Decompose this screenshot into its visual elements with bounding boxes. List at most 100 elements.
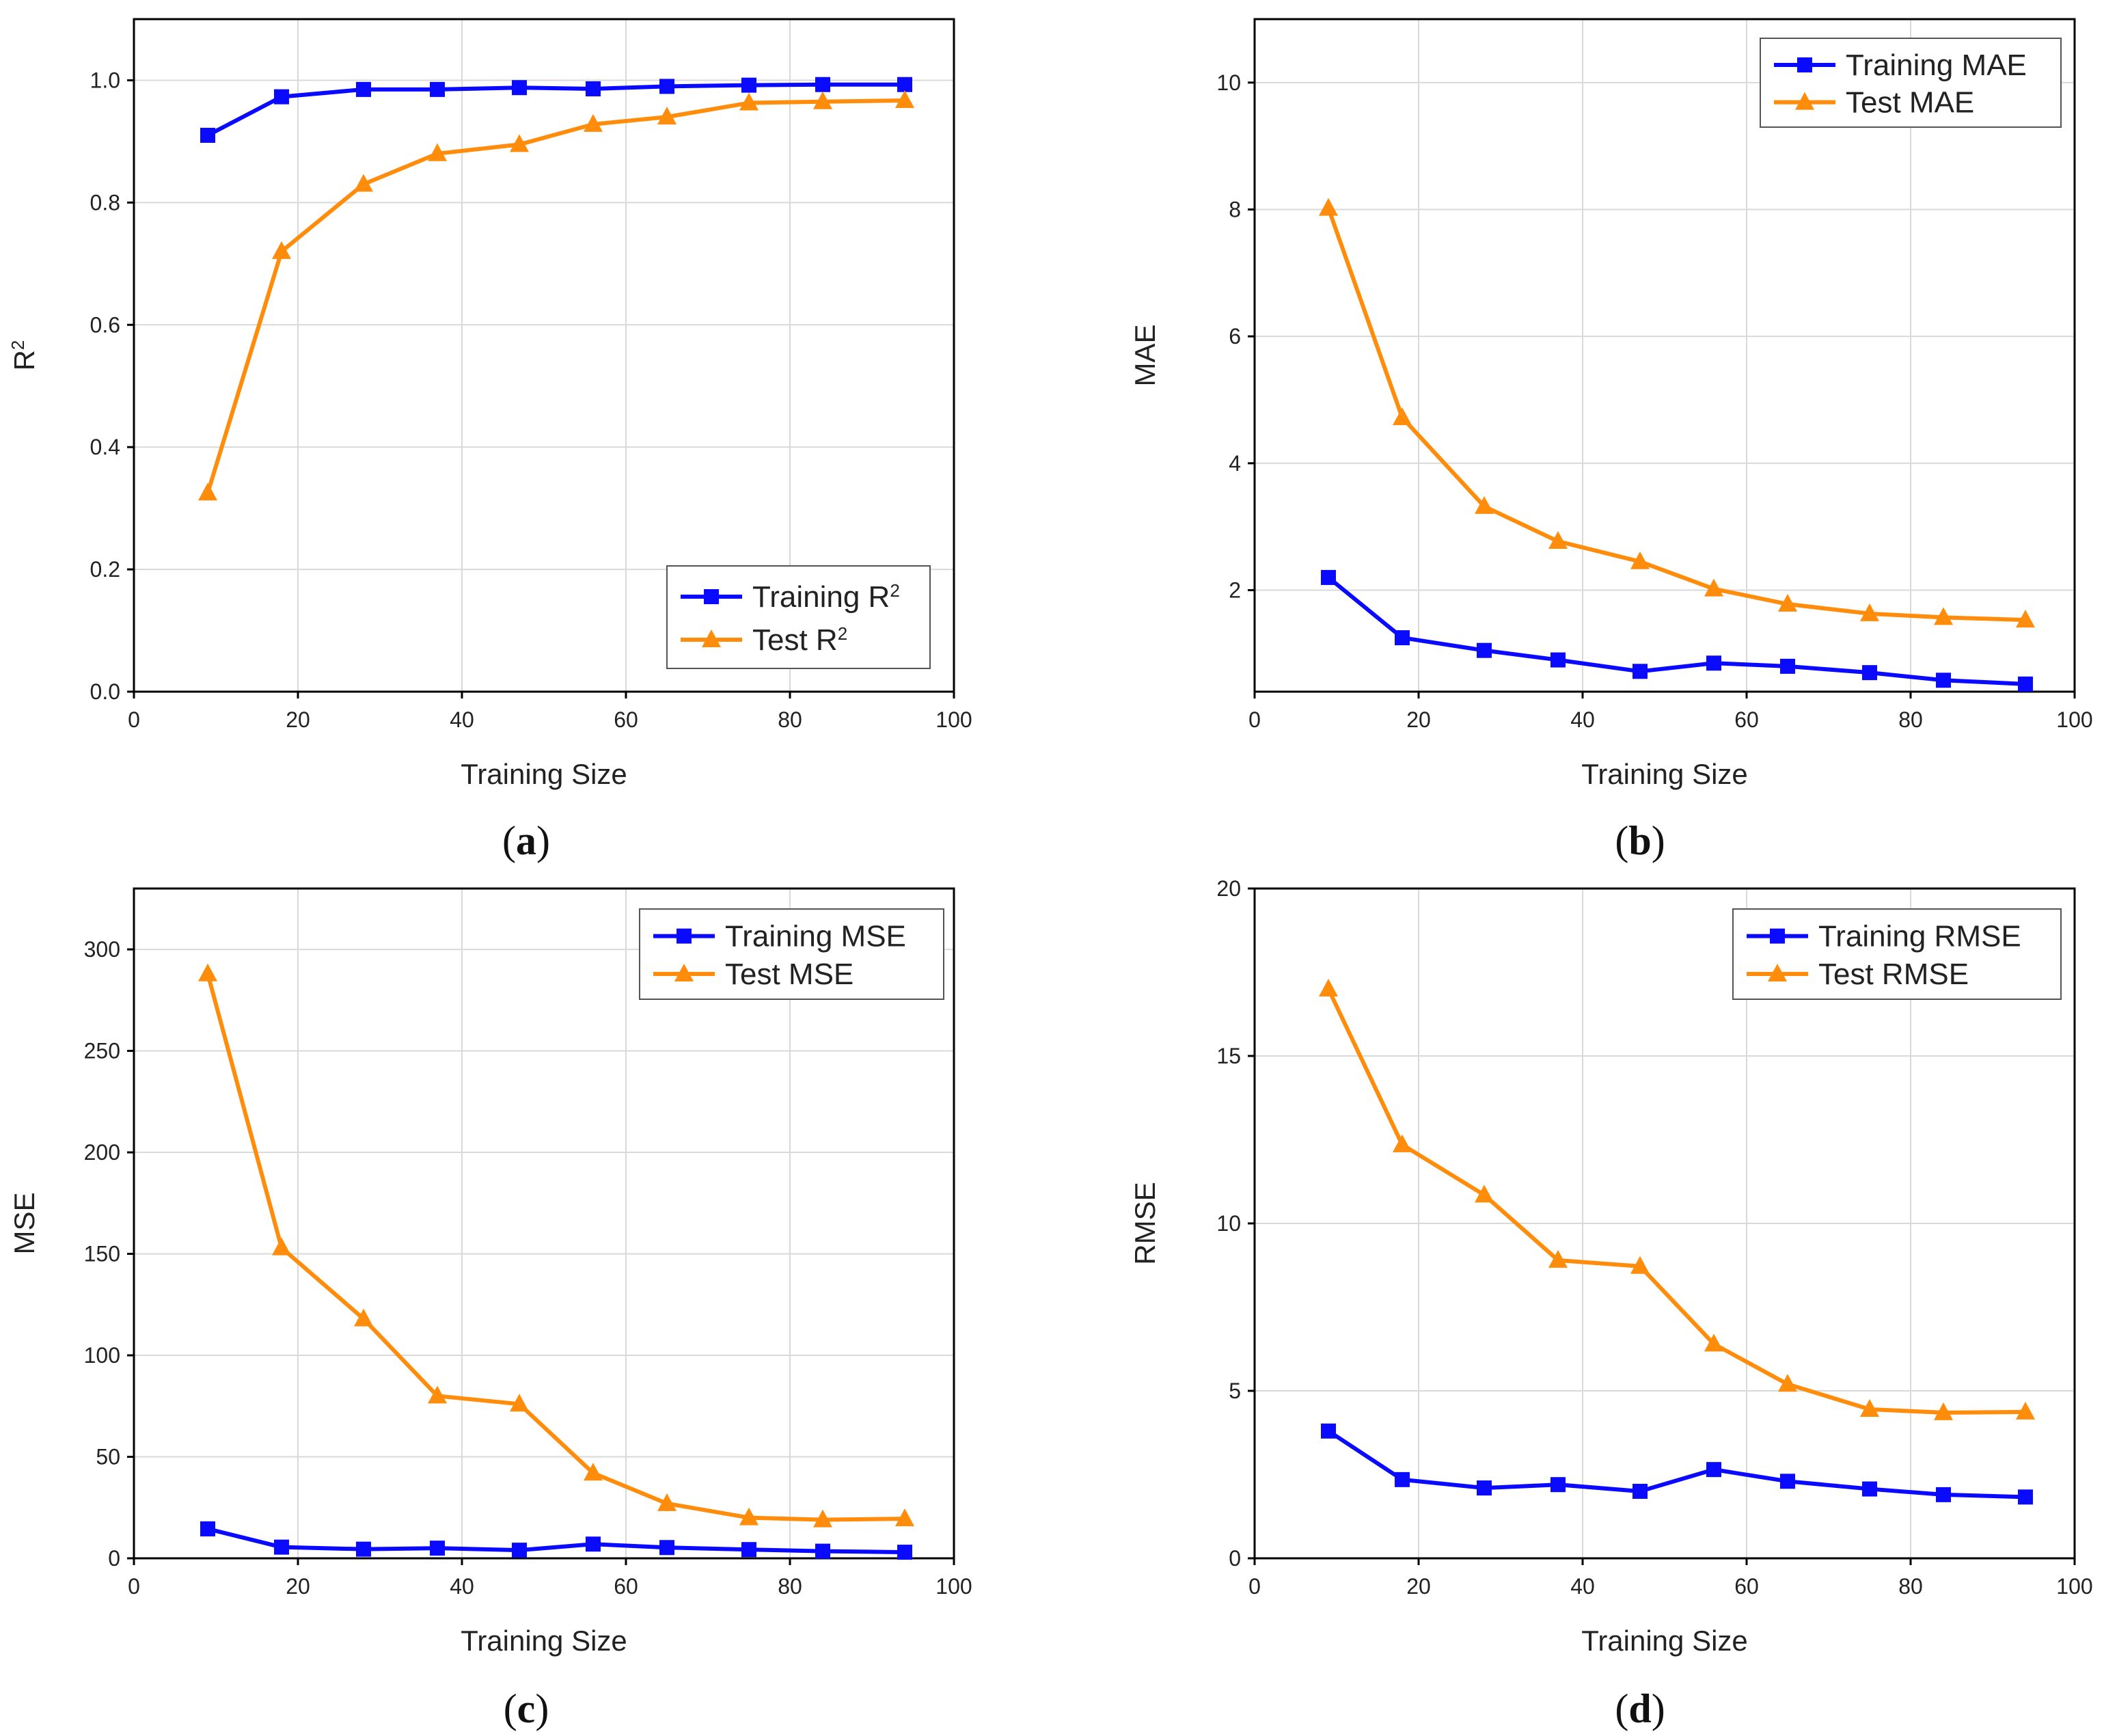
y-tick-label: 250 bbox=[84, 1039, 120, 1063]
data-point-test bbox=[1860, 603, 1879, 621]
data-point-test bbox=[354, 1308, 373, 1327]
x-axis-label: Training Size bbox=[1581, 1625, 1748, 1657]
x-tick-label: 40 bbox=[450, 1574, 474, 1599]
data-point-test bbox=[198, 483, 217, 501]
x-tick-label: 80 bbox=[1898, 1574, 1923, 1599]
data-point-training bbox=[1862, 665, 1877, 681]
data-point-test bbox=[1393, 1134, 1412, 1152]
panel-caption: (c) bbox=[504, 1686, 549, 1731]
legend: Training MAE Test MAE bbox=[1760, 38, 2062, 128]
plot-frame bbox=[1253, 18, 2076, 693]
caption-part: a bbox=[516, 818, 536, 863]
x-tick-label: 60 bbox=[1734, 1574, 1759, 1599]
chart-panel-d: 0 20 40 60 80 100 0 5 10 15 20 Training Size RMSE Tra… bbox=[1129, 876, 2093, 1731]
legend-box bbox=[666, 565, 931, 669]
legend: Training RMSE Test RMSE bbox=[1732, 908, 2062, 1000]
legend-marker-training bbox=[704, 589, 719, 604]
data-point-test bbox=[739, 92, 759, 111]
legend-marker-training bbox=[1797, 57, 1812, 72]
data-point-test bbox=[1934, 1402, 1953, 1420]
x-tick-label: 60 bbox=[1734, 707, 1759, 732]
data-point-training bbox=[2018, 676, 2033, 692]
y-tick-label: 100 bbox=[84, 1343, 120, 1368]
data-point-training bbox=[741, 1542, 756, 1558]
x-tick-label: 20 bbox=[1406, 1574, 1431, 1599]
legend-box bbox=[639, 908, 944, 1000]
data-point-training bbox=[512, 1543, 527, 1558]
x-tick-label: 40 bbox=[1570, 1574, 1595, 1599]
data-point-test bbox=[1548, 1249, 1568, 1268]
data-point-training bbox=[274, 89, 289, 105]
data-point-training bbox=[1321, 1423, 1336, 1439]
y-axis-label: R2 bbox=[8, 340, 40, 371]
x-tick-label: 60 bbox=[614, 1574, 638, 1599]
legend: Training MSE Test MSE bbox=[639, 908, 944, 1000]
y-axis-label-superscript: 2 bbox=[8, 340, 28, 350]
data-point-training bbox=[430, 1541, 445, 1556]
y-tick-label: 300 bbox=[84, 937, 120, 962]
data-point-training bbox=[1395, 1471, 1410, 1487]
legend-label-test: Test MAE bbox=[1846, 86, 1974, 120]
x-tick-label: 0 bbox=[1248, 707, 1261, 732]
legend-label-training: Training R2 bbox=[752, 580, 900, 614]
x-tick-label: 40 bbox=[450, 707, 474, 732]
data-point-training bbox=[586, 1536, 601, 1552]
caption-part: ( bbox=[504, 1686, 517, 1731]
series-line-training bbox=[206, 82, 905, 137]
panel-caption: (d) bbox=[1615, 1686, 1665, 1731]
data-point-test bbox=[895, 1508, 914, 1527]
legend-marker-test bbox=[1768, 964, 1787, 982]
y-tick-label: 15 bbox=[1216, 1044, 1241, 1068]
data-point-training bbox=[1780, 1474, 1795, 1489]
data-point-test bbox=[1934, 607, 1953, 625]
data-point-test bbox=[1475, 496, 1494, 514]
data-point-training bbox=[274, 1539, 289, 1555]
legend-marker-training bbox=[677, 928, 692, 944]
legend-label-training: Training RMSE bbox=[1818, 920, 2021, 953]
y-tick-label: 0.0 bbox=[90, 679, 120, 704]
data-point-test bbox=[2016, 610, 2035, 628]
y-tick-label: 10 bbox=[1216, 1211, 1241, 1236]
x-tick-label: 0 bbox=[1248, 1574, 1261, 1599]
y-tick-label: 50 bbox=[96, 1445, 120, 1469]
y-tick-label: 4 bbox=[1229, 451, 1241, 476]
series-line-test bbox=[206, 973, 905, 1522]
data-point-training bbox=[2018, 1489, 2033, 1505]
x-tick-label: 80 bbox=[778, 707, 802, 732]
data-point-training bbox=[200, 1521, 215, 1536]
caption-part: ( bbox=[1615, 1686, 1628, 1731]
y-tick-label: 0.8 bbox=[90, 190, 120, 215]
caption-part: ) bbox=[535, 1686, 549, 1731]
caption-part: ) bbox=[1652, 1686, 1665, 1731]
data-point-test bbox=[272, 241, 291, 259]
y-tick-label: 0 bbox=[108, 1546, 120, 1571]
data-point-test bbox=[1778, 1374, 1797, 1392]
data-point-test bbox=[198, 963, 217, 981]
series-line-test bbox=[206, 98, 905, 494]
y-axis-label: MSE bbox=[8, 1192, 40, 1254]
data-point-training bbox=[897, 1545, 912, 1560]
data-point-training bbox=[1862, 1481, 1877, 1497]
chart-panel-c: 0 20 40 60 80 100 0 50 100 150 200 250 300 Training S… bbox=[8, 887, 972, 1731]
data-point-training bbox=[1706, 1462, 1721, 1478]
y-tick-label: 0 bbox=[1229, 1546, 1241, 1571]
data-point-test bbox=[584, 113, 603, 132]
data-point-test bbox=[1548, 530, 1568, 549]
data-point-test bbox=[428, 143, 447, 161]
plot-frame bbox=[133, 18, 955, 693]
data-point-training bbox=[430, 81, 445, 97]
y-tick-label: 20 bbox=[1216, 876, 1241, 901]
y-tick-label: 200 bbox=[84, 1140, 120, 1165]
legend-box bbox=[1732, 908, 2062, 1000]
panel-caption: (b) bbox=[1615, 818, 1665, 863]
y-axis-label: MAE bbox=[1129, 324, 1161, 386]
data-point-training bbox=[659, 79, 674, 94]
data-point-training bbox=[1706, 655, 1721, 671]
data-point-test bbox=[1778, 593, 1797, 612]
legend-marker-test bbox=[674, 964, 694, 982]
legend-marker-test bbox=[702, 629, 721, 647]
x-tick-label: 0 bbox=[128, 707, 140, 732]
data-point-test bbox=[1319, 979, 1338, 996]
x-tick-label: 100 bbox=[935, 1574, 972, 1599]
y-tick-label: 0.6 bbox=[90, 312, 120, 337]
